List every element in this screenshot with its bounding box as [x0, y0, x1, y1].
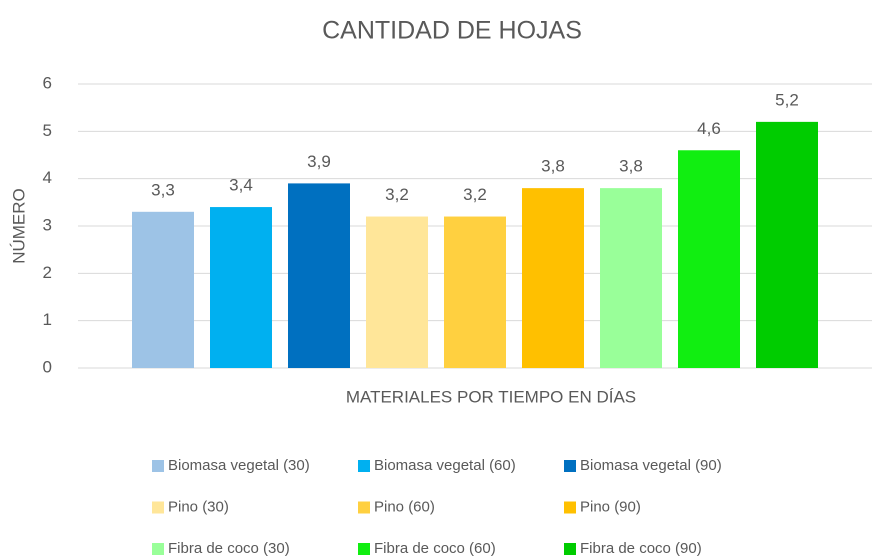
legend-label: Pino (30): [168, 498, 229, 515]
value-label: 5,2: [775, 90, 799, 109]
legend-label: Biomasa vegetal (90): [580, 457, 722, 474]
bar: [210, 207, 272, 368]
y-axis-title: NÚMERO: [9, 188, 28, 264]
legend-label: Fibra de coco (90): [580, 540, 702, 557]
y-tick-label: 4: [43, 168, 52, 187]
bar: [366, 216, 428, 368]
y-tick-label: 0: [43, 357, 52, 376]
y-tick-label: 6: [43, 73, 52, 92]
y-tick-label: 2: [43, 263, 52, 282]
legend-label: Pino (60): [374, 498, 435, 515]
x-axis-title: MATERIALES POR TIEMPO EN DÍAS: [346, 387, 636, 406]
legend-label: Biomasa vegetal (30): [168, 457, 310, 474]
y-tick-label: 1: [43, 310, 52, 329]
bar: [132, 211, 194, 368]
bar: [600, 188, 662, 368]
chart-title: CANTIDAD DE HOJAS: [322, 17, 582, 45]
legend-swatch: [152, 543, 164, 555]
bar: [288, 183, 350, 368]
legend-swatch: [152, 460, 164, 472]
value-label: 3,2: [463, 185, 487, 204]
legend-label: Fibra de coco (60): [374, 540, 496, 557]
bar: [756, 121, 818, 368]
value-label: 4,6: [697, 119, 721, 138]
value-label: 3,9: [307, 152, 331, 171]
legend-swatch: [152, 501, 164, 514]
legend-label: Fibra de coco (30): [168, 540, 290, 557]
legend-swatch: [564, 543, 576, 555]
legend-label: Biomasa vegetal (60): [374, 457, 516, 474]
bar: [522, 188, 584, 368]
legend-swatch: [564, 460, 576, 472]
y-tick-label: 3: [43, 215, 52, 234]
legend-swatch: [564, 501, 576, 514]
legend-swatch: [358, 543, 370, 555]
value-label: 3,8: [541, 157, 565, 176]
y-tick-label: 5: [43, 121, 52, 140]
value-label: 3,4: [229, 176, 253, 195]
value-label: 3,2: [385, 185, 409, 204]
bar: [678, 150, 740, 368]
legend-swatch: [358, 460, 370, 472]
legend-swatch: [358, 501, 370, 514]
value-label: 3,3: [151, 180, 175, 199]
bar: [444, 216, 506, 368]
legend-label: Pino (90): [580, 498, 641, 515]
value-label: 3,8: [619, 157, 643, 176]
